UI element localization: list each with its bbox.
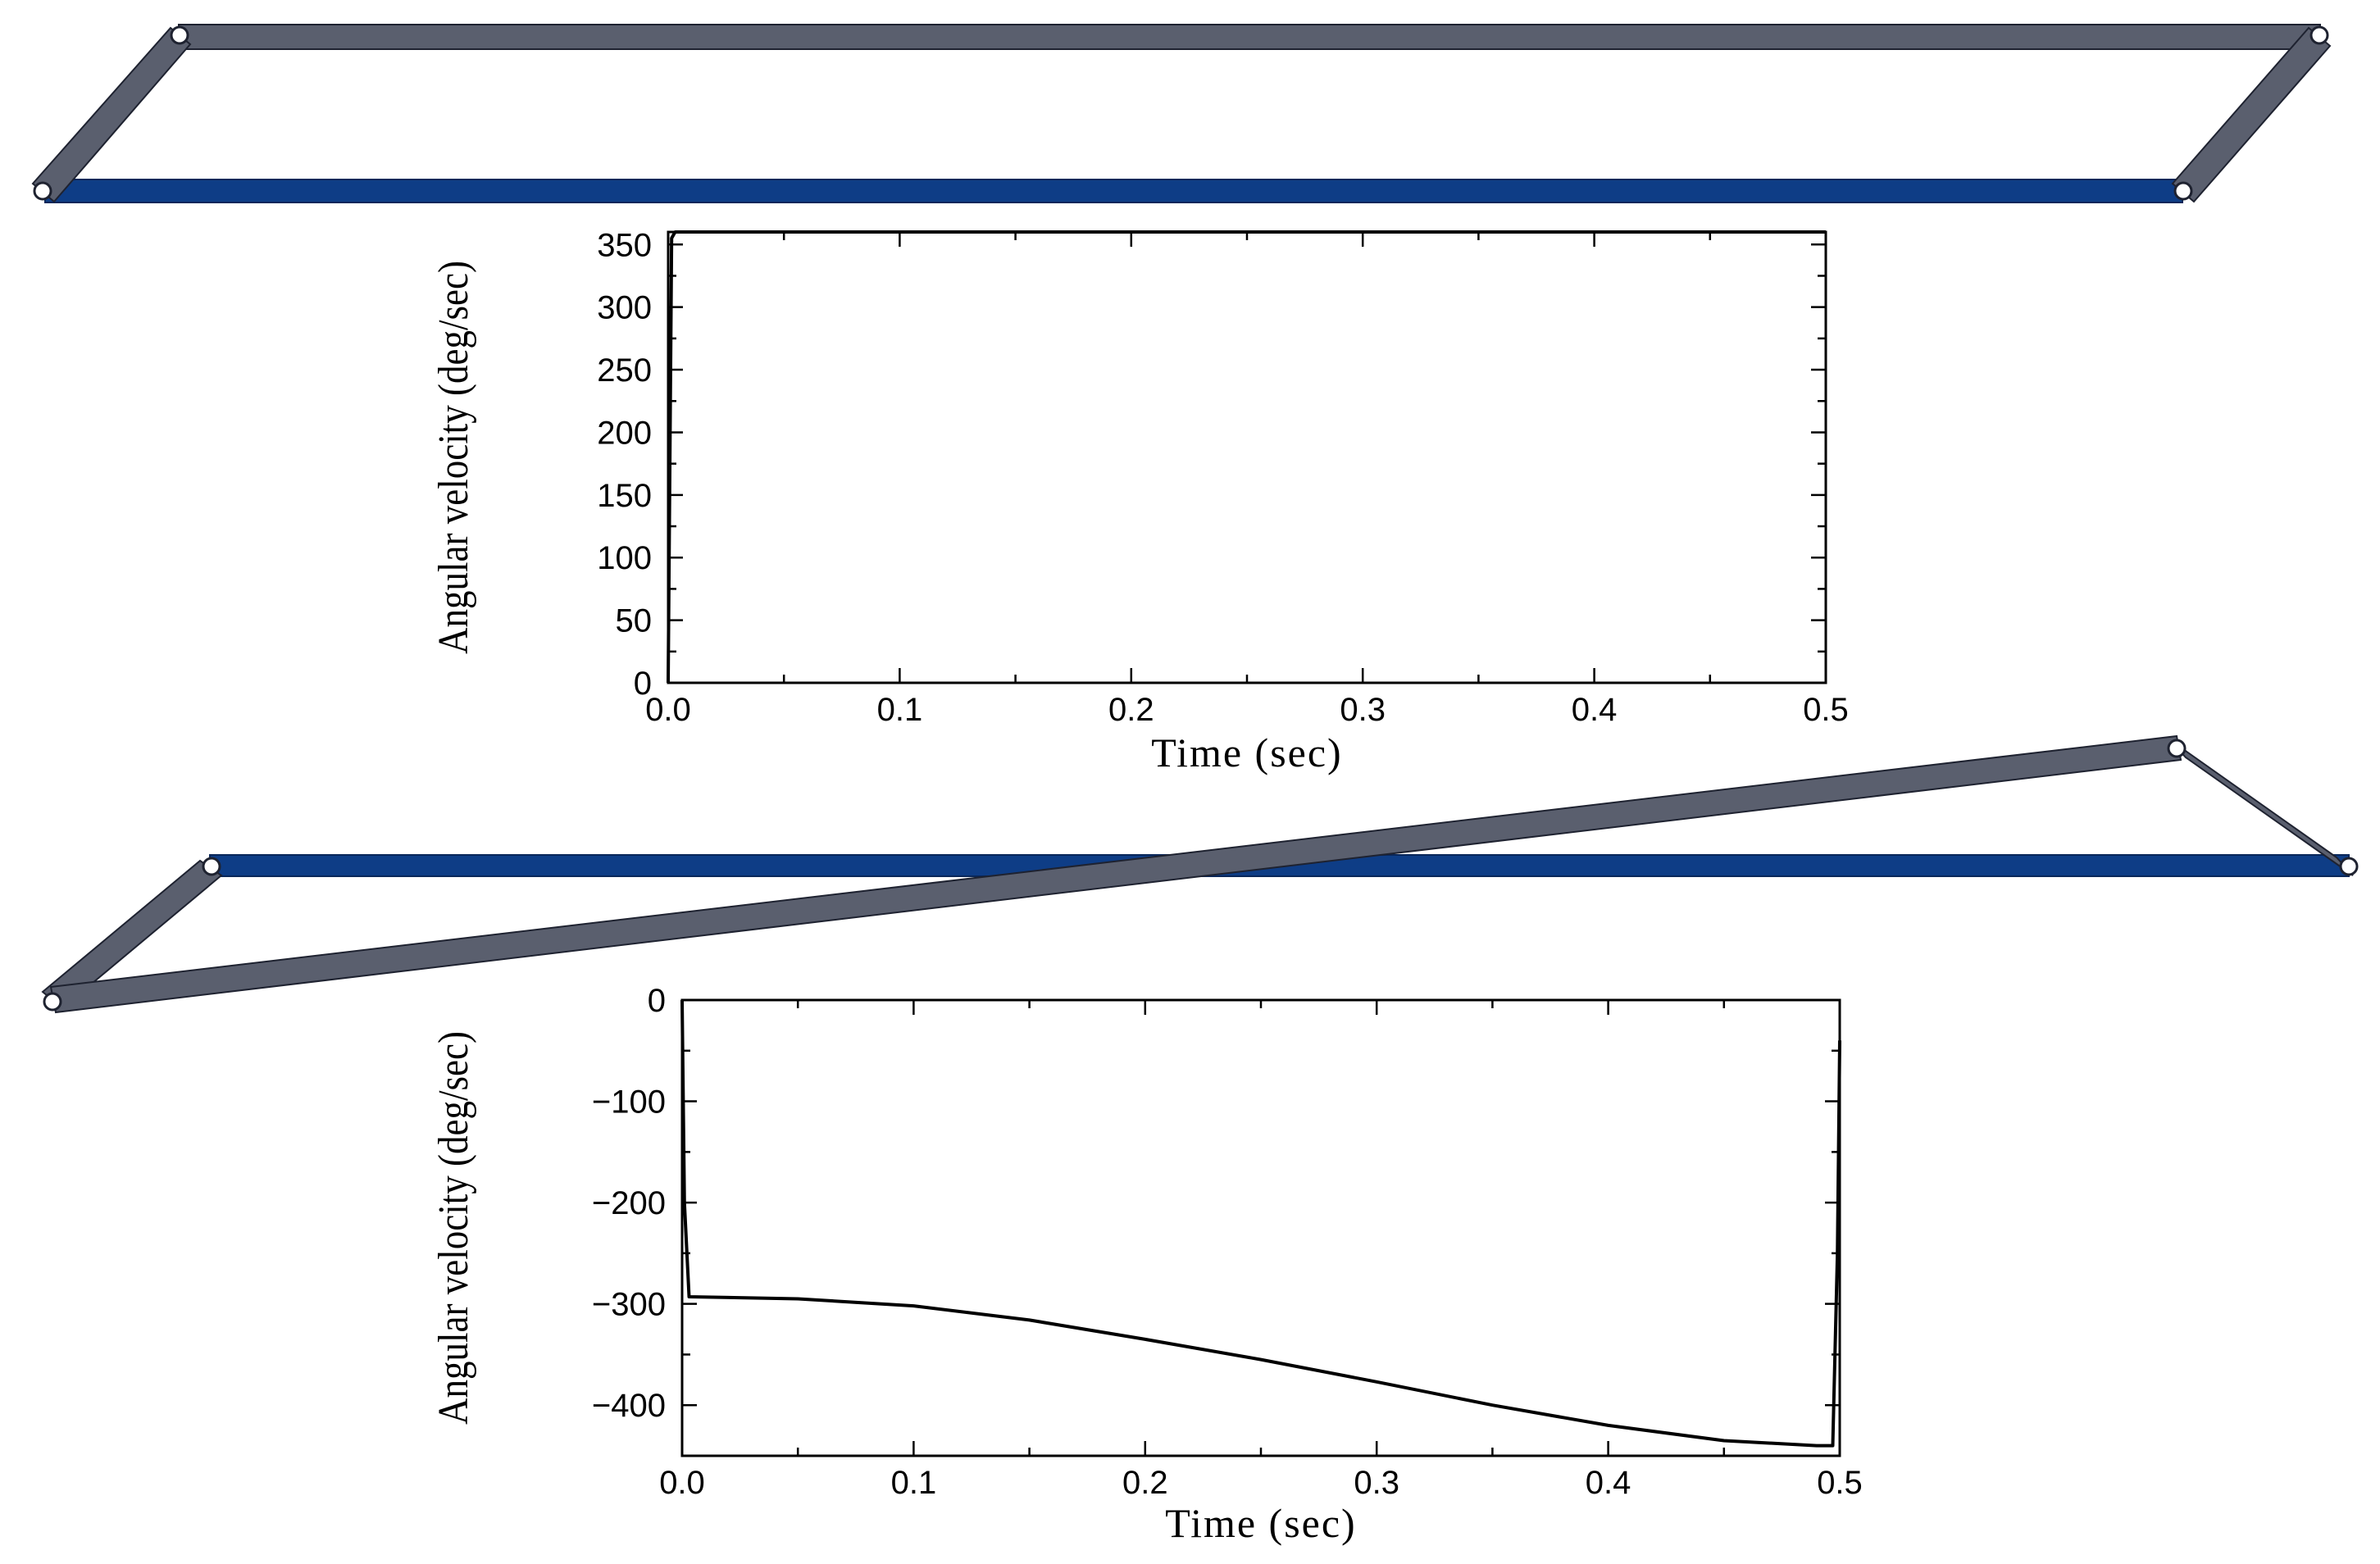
chart2-y-tick-label: 0: [648, 983, 666, 1019]
top-left-crank: [31, 26, 192, 203]
chart2-x-tick-label: 0.1: [891, 1465, 937, 1501]
chart1-y-tick-label: 150: [597, 478, 652, 514]
chart1-y-tick-label: 350: [597, 227, 652, 263]
chart1-x-tick-label: 0.4: [1572, 692, 1618, 728]
chart1-y-tick-label: 100: [597, 540, 652, 576]
chart1-x-tick-label: 0.3: [1340, 692, 1386, 728]
chart2-x-tick-label: 0.4: [1586, 1465, 1631, 1501]
chart1-y-tick-label: 300: [597, 290, 652, 326]
top-right-rocker: [2171, 26, 2332, 203]
chart1-series-line: [667, 230, 1826, 684]
chart1-plot-frame: [667, 230, 1827, 684]
chart2-y-tick-label: −100: [592, 1084, 666, 1121]
chart2-y-tick-label: −300: [592, 1287, 666, 1323]
chart2-y-tick-label: −400: [592, 1388, 666, 1424]
chart2-x-tick-label: 0.0: [659, 1465, 705, 1501]
bottom-joint-right-upper: [2167, 739, 2187, 758]
top-joint-left-lower: [33, 181, 52, 201]
chart1-y-tick-label: 250: [597, 352, 652, 389]
chart1-y-tick-label: 50: [616, 603, 653, 639]
top-ground-link: [44, 179, 2183, 203]
top-joint-right-lower: [2173, 181, 2193, 201]
chart-top-angular-velocity: 0.0 0.1 0.2 0.3 0.4 0.5 0 50 100 150 200 250 300 350 T…: [430, 227, 1849, 775]
chart1-x-tick-label: 0.0: [645, 692, 691, 728]
chart1-x-axis-label: Time (sec): [1151, 730, 1342, 775]
chart1-x-tick-label: 0.2: [1108, 692, 1154, 728]
chart2-series-line: [680, 999, 1841, 1448]
top-joint-left-upper: [170, 25, 189, 45]
top-joint-right-upper: [2309, 25, 2329, 45]
chart1-x-tick-label: 0.1: [877, 692, 923, 728]
chart1-x-tick-label: 0.5: [1803, 692, 1849, 728]
chart2-x-tick-label: 0.5: [1817, 1465, 1863, 1501]
chart2-y-axis-label: Angular velocity (deg/sec): [430, 1031, 477, 1425]
bottom-joint-right-lower: [2339, 857, 2359, 876]
bottom-joint-left-lower: [43, 992, 62, 1012]
bottom-mechanism: [41, 734, 2359, 1014]
chart2-plot-frame: [680, 998, 1841, 1457]
top-coupler-link: [178, 24, 2321, 50]
bottom-joint-left-upper: [202, 857, 221, 876]
chart1-y-tick-label: 0: [634, 666, 652, 702]
chart2-x-tick-label: 0.3: [1354, 1465, 1399, 1501]
chart1-y-axis-label: Angular velocity (deg/sec): [430, 261, 477, 654]
chart2-y-tick-label: −200: [592, 1185, 666, 1221]
chart2-x-tick-label: 0.2: [1122, 1465, 1168, 1501]
chart-bottom-angular-velocity: 0.0 0.1 0.2 0.3 0.4 0.5 0 −100 −200 −300 −400 Time …: [430, 983, 1863, 1546]
chart1-y-tick-label: 200: [597, 415, 652, 451]
top-mechanism: [31, 24, 2332, 203]
chart2-x-axis-label: Time (sec): [1165, 1500, 1356, 1546]
